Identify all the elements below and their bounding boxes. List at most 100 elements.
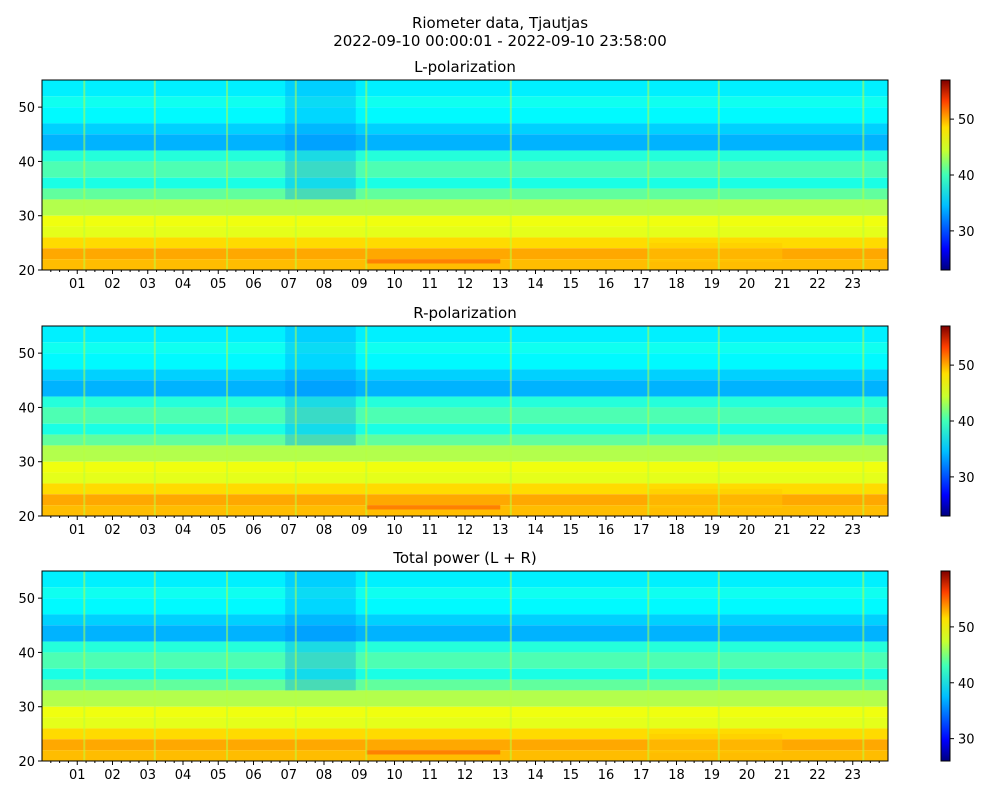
heatmap-band [42,483,888,495]
x-tick-label: 20 [739,277,756,292]
heatmap-band [42,80,888,97]
colorbar: 30 40 50 [940,325,975,517]
heatmap-band [42,134,888,151]
x-tick-label: 12 [457,768,474,783]
colorbar-tick-label: 50 [958,359,975,374]
x-tick-label: 20 [739,523,756,538]
heatmap-band [42,717,888,729]
heatmap-band [42,342,888,354]
heatmap-spike [647,571,650,761]
colorbar-gradient [940,325,951,517]
x-tick-label: 14 [527,277,544,292]
heatmap-spike [862,80,865,270]
x-tick-label: 03 [139,523,156,538]
heatmap-spike [226,326,229,516]
x-tick-label: 23 [844,277,861,292]
y-tick-label: 40 [18,401,35,416]
y-tick-label: 30 [18,210,35,225]
x-tick-label: 16 [598,768,615,783]
heatmap-spike [83,80,86,270]
colorbar-tick-label: 40 [958,677,975,692]
x-tick-label: 05 [210,523,227,538]
panel-3: Total power (L + R) 01 02 03 04 05 06 07 08 09 10 1… [18,549,974,783]
heatmap-dip [285,326,356,446]
x-tick-label: 18 [668,768,685,783]
heatmap [42,80,888,270]
colorbar-tick-label: 40 [958,415,975,430]
heatmap-spike [717,571,720,761]
heatmap-spike [862,571,865,761]
heatmap-band [42,259,888,270]
x-tick-label: 10 [386,277,403,292]
x-tick-label: 12 [457,277,474,292]
x-tick-label: 01 [69,523,86,538]
x-tick-label: 19 [703,277,720,292]
heatmap-band [42,96,888,108]
heatmap-spike [153,571,156,761]
x-tick-label: 22 [809,523,826,538]
heatmap-band [42,461,888,473]
heatmap-warm [648,733,783,753]
heatmap-spike [647,80,650,270]
heatmap-spike [509,571,512,761]
heatmap-band [42,750,888,761]
heatmap [42,326,888,516]
heatmap-spike [226,80,229,270]
heatmap-band [42,690,888,707]
y-tick-label: 30 [18,701,35,716]
heatmap-dip [285,571,356,691]
x-tick-label: 15 [562,523,579,538]
heatmap-band [42,150,888,162]
colorbar-gradient [940,79,951,271]
heatmap-spike [153,80,156,270]
x-tick-label: 15 [562,768,579,783]
heatmap-band [42,625,888,642]
heatmap-band [42,472,888,484]
x-tick-label: 07 [280,768,297,783]
x-tick-label: 11 [421,277,438,292]
x-tick-label: 21 [774,768,791,783]
heatmap-band [42,226,888,238]
panel-1: L-polarization 01 02 03 04 05 06 07 08 09 10 11 12 13… [18,58,974,292]
x-tick-label: 19 [703,768,720,783]
heatmap-band [42,679,888,691]
x-tick-label: 05 [210,277,227,292]
x-tick-label: 17 [633,768,650,783]
x-tick-label: 17 [633,523,650,538]
x-tick-label: 22 [809,277,826,292]
heatmap-band [42,107,888,124]
heatmap-band [42,188,888,200]
heatmap-streak [366,505,501,510]
x-tick-label: 01 [69,768,86,783]
x-tick-label: 04 [175,523,192,538]
heatmap-spike [294,326,297,516]
panel-title: L-polarization [414,58,516,76]
heatmap-warm [648,242,783,262]
heatmap-spike [226,571,229,761]
heatmap-band [42,248,888,260]
panel-title: Total power (L + R) [392,549,537,567]
colorbar-tick-label: 30 [958,471,975,486]
x-tick-label: 06 [245,768,262,783]
x-tick-label: 12 [457,523,474,538]
colorbar: 30 40 50 [940,570,975,762]
x-tick-label: 02 [104,768,121,783]
y-tick-label: 20 [18,755,35,770]
heatmap-spike [153,326,156,516]
heatmap-spike [647,326,650,516]
x-tick-label: 13 [492,523,509,538]
heatmap-band [42,505,888,516]
y-tick-label: 50 [18,592,35,607]
heatmap-band [42,587,888,599]
x-tick-label: 03 [139,768,156,783]
x-tick-label: 09 [351,277,368,292]
x-tick-label: 04 [175,768,192,783]
heatmap-band [42,614,888,626]
heatmap-band [42,177,888,189]
heatmap-spike [365,571,368,761]
y-tick-label: 40 [18,646,35,661]
colorbar: 30 40 50 [940,79,975,271]
heatmap-band [42,353,888,370]
heatmap-spike [83,326,86,516]
figure-subtitle: 2022-09-10 00:00:01 - 2022-09-10 23:58:0… [333,32,667,50]
